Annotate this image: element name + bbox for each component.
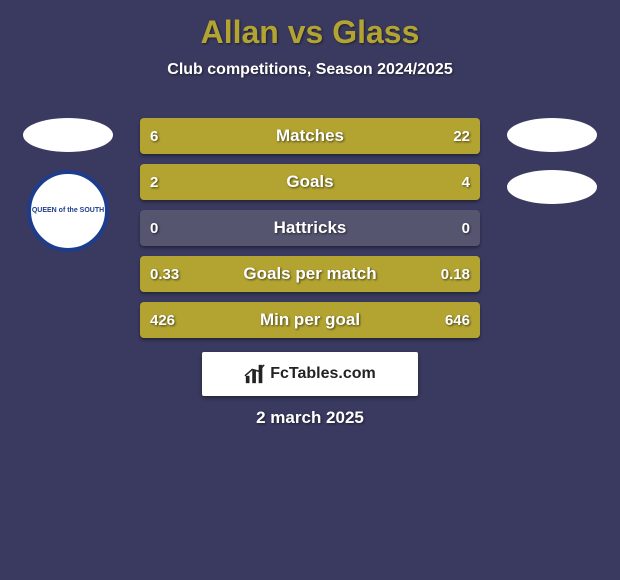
player-left-photo-placeholder [23,118,113,152]
stat-label: Matches [140,118,480,154]
page-title: Allan vs Glass [0,0,620,51]
stat-label: Goals [140,164,480,200]
stat-row: 622Matches [140,118,480,154]
stat-row: 426646Min per goal [140,302,480,338]
subtitle: Club competitions, Season 2024/2025 [0,61,620,79]
brand-text: FcTables.com [270,365,376,383]
stat-label: Min per goal [140,302,480,338]
right-player-column [502,118,602,222]
stat-label: Goals per match [140,256,480,292]
brand-box: FcTables.com [202,352,418,396]
player-right-photo-placeholder [507,118,597,152]
left-player-column: QUEEN of the SOUTH [18,118,118,252]
player-right-club-placeholder [507,170,597,204]
stat-row: 24Goals [140,164,480,200]
stat-row: 0.330.18Goals per match [140,256,480,292]
crest-text: QUEEN of the SOUTH [32,207,104,215]
bar-chart-icon [244,363,266,385]
stat-label: Hattricks [140,210,480,246]
date-label: 2 march 2025 [0,408,620,428]
comparison-bars: 622Matches 24Goals 00Hattricks 0.330.18Goal… [140,118,480,348]
player-left-club-crest: QUEEN of the SOUTH [27,170,109,252]
stat-row: 00Hattricks [140,210,480,246]
